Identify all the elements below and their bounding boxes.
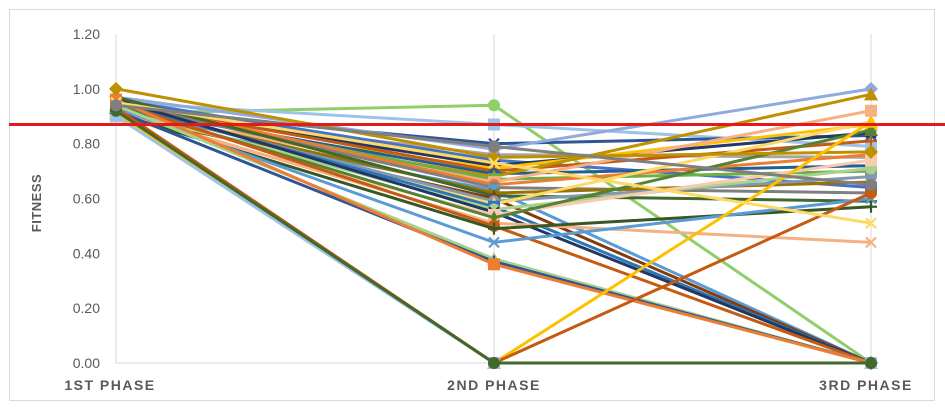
- y-tick-label: 1.20: [73, 26, 100, 42]
- data-point: [488, 99, 500, 112]
- data-point: [488, 236, 500, 249]
- y-tick-label: 1.00: [73, 81, 100, 97]
- data-point-stroke: [865, 217, 877, 229]
- data-point: [865, 200, 877, 213]
- data-point-stroke: [865, 236, 877, 249]
- y-axis-title: FITNESS: [29, 174, 44, 232]
- data-point: [865, 236, 877, 249]
- data-point: [865, 154, 877, 167]
- x-tick-label: 2ND PHASE: [447, 377, 541, 393]
- data-point: [865, 357, 877, 369]
- y-tick-label: 0.00: [73, 355, 100, 371]
- data-point-stroke: [488, 157, 500, 169]
- x-tick-label: 1ST PHASE: [64, 377, 155, 393]
- y-tick-label: 0.40: [73, 245, 100, 261]
- data-point: [488, 258, 500, 271]
- data-point-stroke: [488, 236, 500, 249]
- data-point: [864, 87, 878, 101]
- data-series: [110, 99, 877, 191]
- series-group: [109, 81, 878, 370]
- data-point: [488, 222, 500, 235]
- data-point: [488, 357, 500, 369]
- data-point: [864, 144, 878, 159]
- data-point: [488, 157, 500, 169]
- data-series: [109, 81, 878, 165]
- data-point: [865, 170, 877, 183]
- data-point: [864, 122, 878, 136]
- data-point: [109, 81, 123, 96]
- data-point: [865, 217, 877, 229]
- data-point: [865, 104, 877, 117]
- y-tick-label: 0.20: [73, 300, 100, 316]
- data-point: [865, 187, 877, 200]
- data-point: [488, 140, 500, 153]
- data-point: [865, 178, 877, 191]
- y-tick-label: 0.80: [73, 136, 100, 152]
- data-point: [110, 99, 122, 112]
- x-tick-label: 3RD PHASE: [819, 377, 913, 393]
- y-tick-label: 0.60: [73, 191, 100, 207]
- chart-frame: [9, 9, 935, 401]
